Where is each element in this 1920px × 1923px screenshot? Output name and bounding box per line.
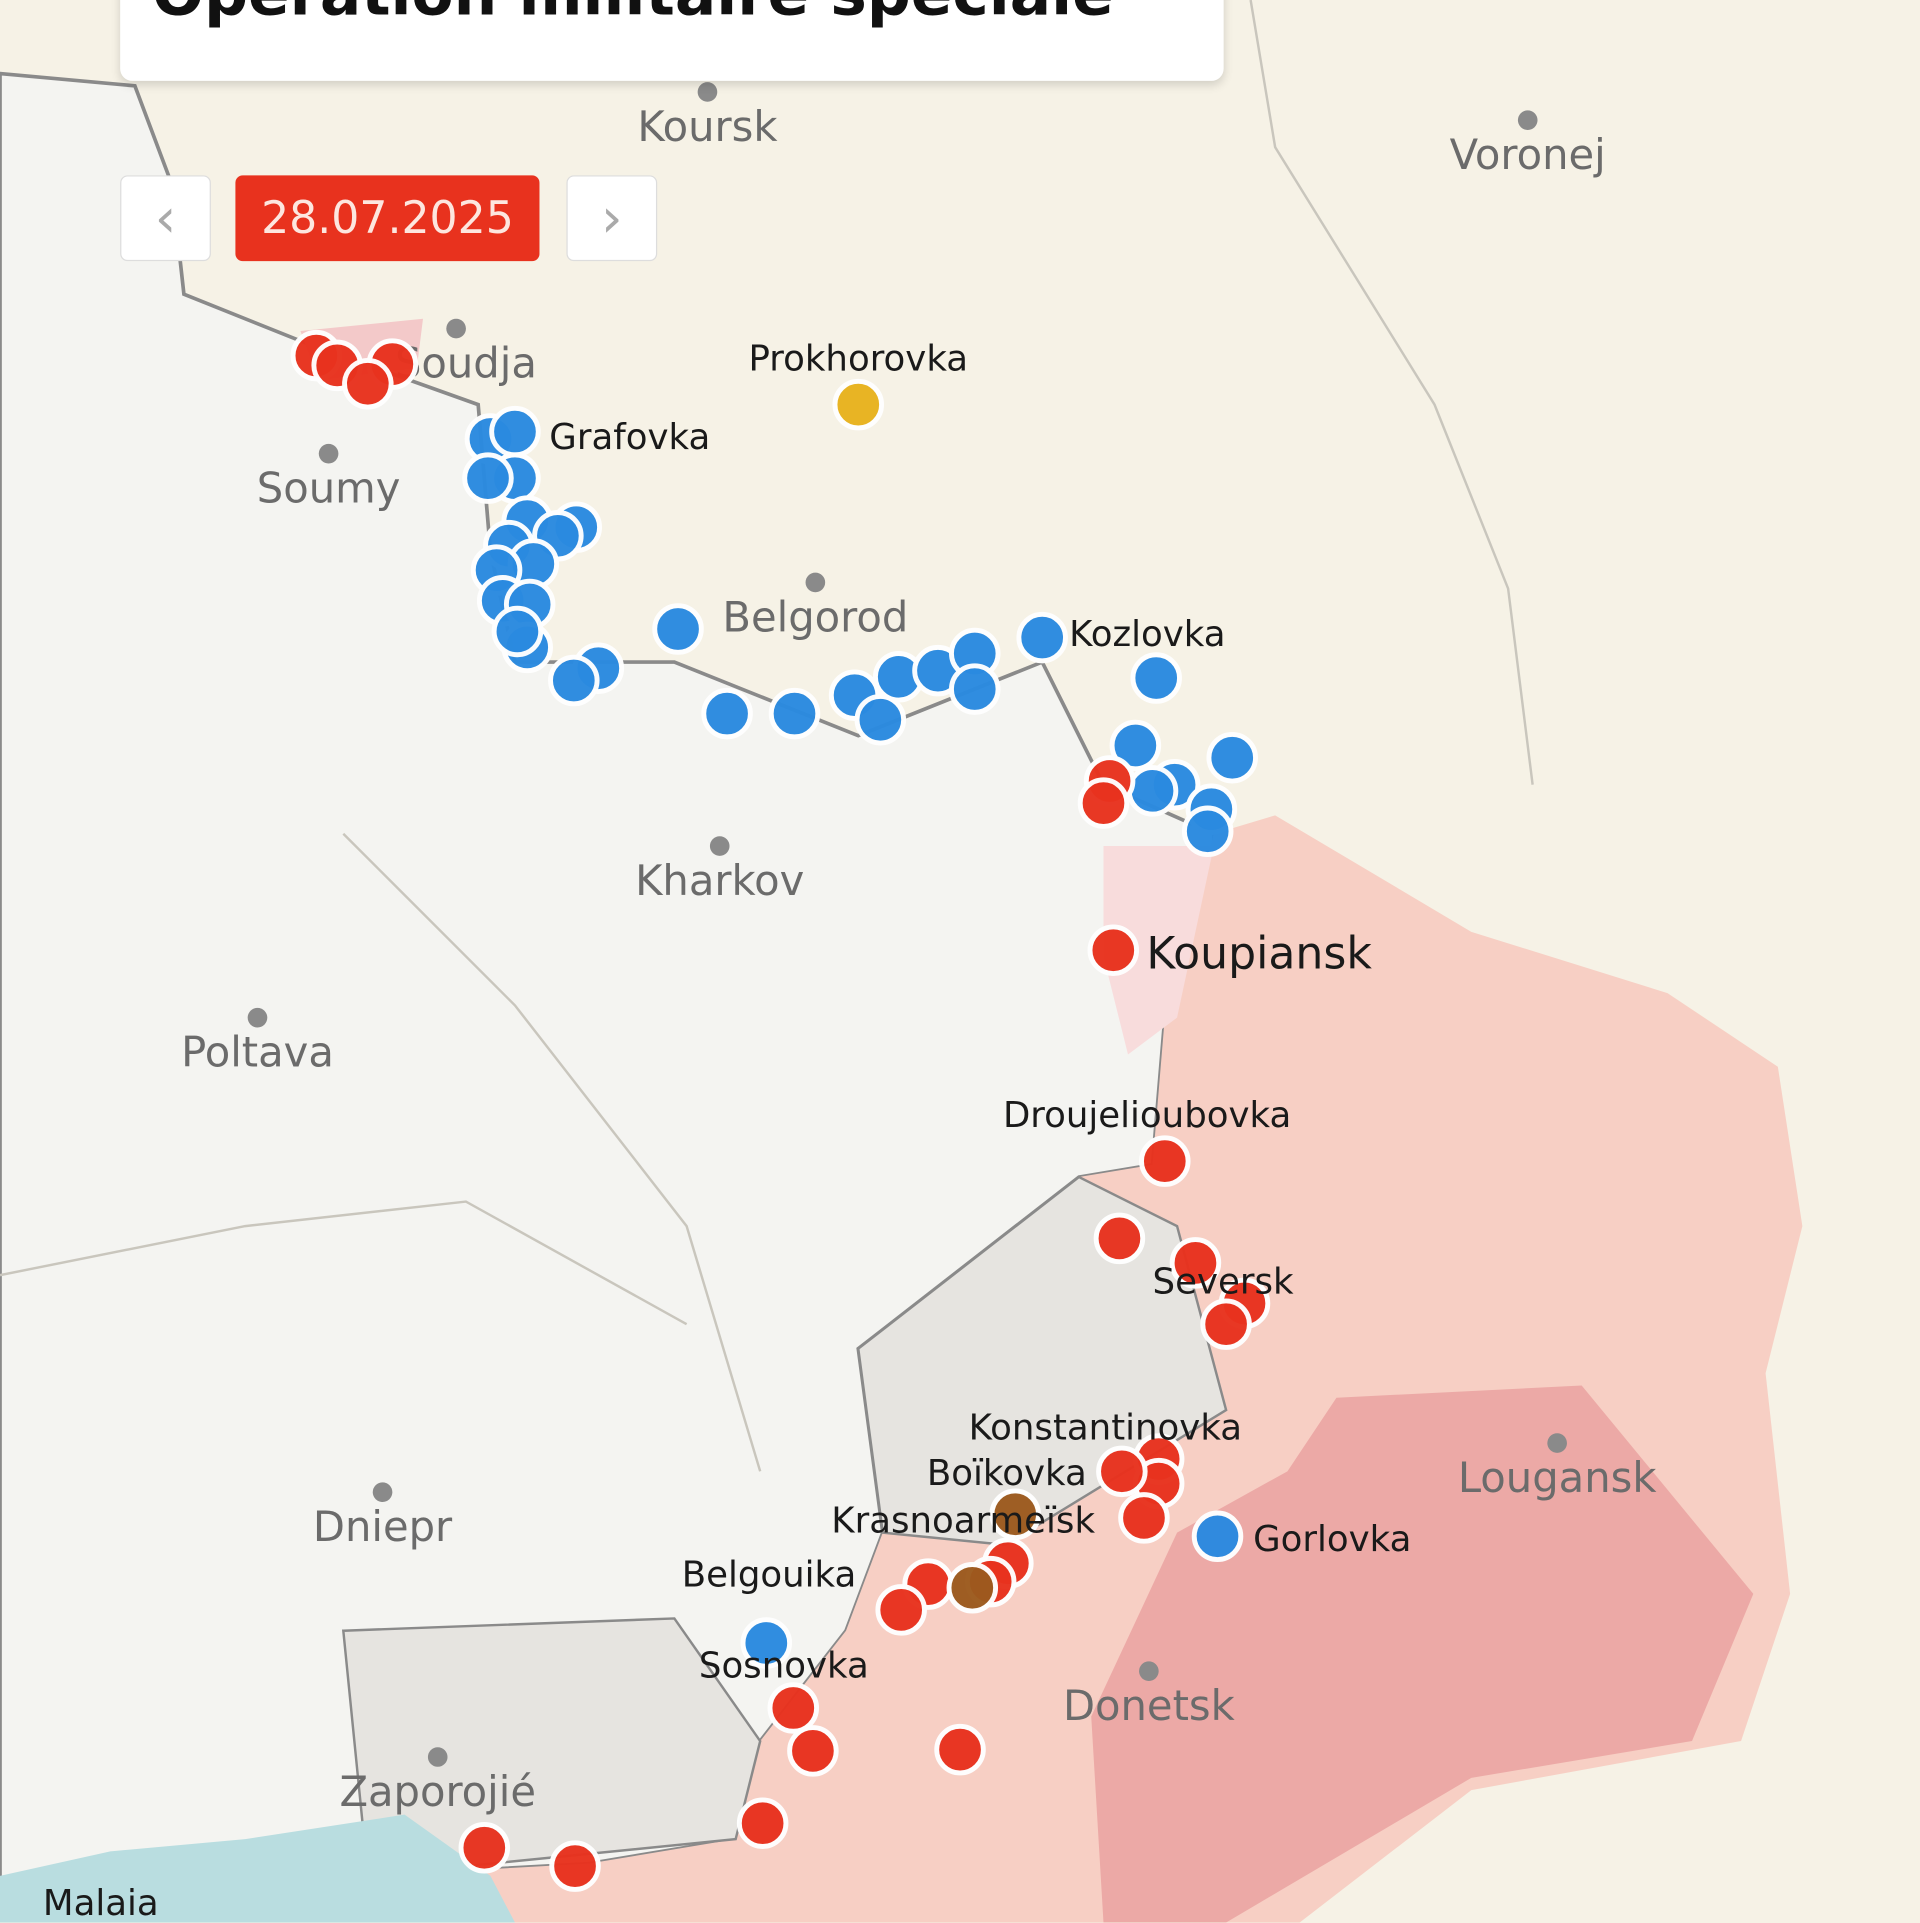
- ukrainian-strike-marker[interactable]: [1130, 652, 1182, 704]
- city-dot-icon: [318, 443, 339, 464]
- place-label: Sosnovka: [699, 1645, 869, 1686]
- ukrainian-strike-marker[interactable]: [1016, 611, 1068, 664]
- russian-strike-marker[interactable]: [1118, 1492, 1170, 1544]
- city-dot-icon: [697, 82, 718, 102]
- city-dot-icon: [1547, 1433, 1567, 1453]
- kharkiv-occupied-strip: [1103, 846, 1214, 1055]
- russian-strike-marker[interactable]: [342, 358, 394, 410]
- title-panel: Opération militaire spéciale: [120, 0, 1224, 81]
- ukrainian-strike-marker[interactable]: [1181, 805, 1234, 858]
- city-dot-icon: [446, 318, 466, 339]
- city-dot-icon: [1517, 110, 1538, 130]
- place-label: Gorlovka: [1253, 1519, 1411, 1560]
- ukrainian-strike-marker[interactable]: [1191, 1510, 1244, 1563]
- ukrainian-strike-marker[interactable]: [740, 1617, 793, 1669]
- city-label: Poltava: [181, 1028, 334, 1077]
- city-label: Soumy: [257, 464, 401, 513]
- city-dot-icon: [1139, 1661, 1159, 1681]
- russian-strike-marker[interactable]: [1169, 1237, 1222, 1289]
- dnieper-reservoir: [0, 1814, 515, 1923]
- russian-strike-marker[interactable]: [1093, 1212, 1146, 1265]
- city-label: Koursk: [637, 102, 778, 151]
- ukrainian-strike-marker[interactable]: [1126, 765, 1179, 817]
- russian-strike-marker[interactable]: [767, 1682, 820, 1734]
- place-label: Malaia: [43, 1883, 159, 1922]
- ukrainian-strike-marker[interactable]: [652, 603, 704, 655]
- ukrainian-strike-marker[interactable]: [768, 687, 821, 740]
- ukrainian-strike-marker[interactable]: [949, 663, 1001, 715]
- chevron-left-icon: ‹: [154, 186, 177, 250]
- russian-strike-marker[interactable]: [1087, 924, 1140, 976]
- place-label: Boïkovka: [927, 1453, 1087, 1494]
- next-date-button[interactable]: ›: [566, 175, 658, 262]
- city-dot-icon: [805, 572, 826, 593]
- place-label: Kozlovka: [1069, 614, 1225, 655]
- city-label: Soudja: [395, 339, 537, 388]
- city-label: Dniepr: [313, 1502, 453, 1551]
- russian-strike-marker[interactable]: [1077, 777, 1130, 829]
- city-label: Lougansk: [1458, 1453, 1658, 1502]
- place-label: Konstantinovka: [969, 1407, 1242, 1448]
- republics-area: [1091, 1385, 1754, 1923]
- ukrainian-strike-marker[interactable]: [1109, 719, 1162, 772]
- city-label: Zaporojié: [339, 1767, 536, 1816]
- chevron-right-icon: ›: [601, 186, 623, 250]
- russian-strike-marker[interactable]: [934, 1723, 986, 1776]
- russian-strike-marker[interactable]: [1200, 1298, 1252, 1350]
- brown-marker-marker[interactable]: [989, 1488, 1041, 1540]
- city-dot-icon: [427, 1747, 448, 1767]
- ukrainian-strike-marker[interactable]: [491, 605, 544, 658]
- city-dot-icon: [247, 1007, 268, 1028]
- prev-date-button[interactable]: ‹: [120, 175, 211, 262]
- ukrainian-strike-marker[interactable]: [701, 687, 753, 740]
- yellow-marker-marker[interactable]: [832, 378, 885, 431]
- place-label: Grafovka: [549, 417, 710, 458]
- russian-strike-marker[interactable]: [1096, 1445, 1148, 1498]
- russian-strike-marker[interactable]: [458, 1821, 511, 1874]
- place-label: Droujelioubovka: [1003, 1095, 1291, 1136]
- brown-marker-marker[interactable]: [946, 1562, 999, 1614]
- ukrainian-strike-marker[interactable]: [548, 654, 600, 707]
- city-label: Belgorod: [722, 592, 908, 641]
- russian-strike-marker[interactable]: [787, 1725, 839, 1777]
- ukrainian-strike-marker[interactable]: [1206, 731, 1258, 784]
- place-label: Koupiansk: [1146, 929, 1372, 980]
- russian-strike-marker[interactable]: [736, 1797, 789, 1849]
- place-label: Krasnoarmeïsk: [831, 1501, 1095, 1542]
- ukrainian-strike-marker[interactable]: [462, 452, 514, 504]
- city-label: Donetsk: [1063, 1681, 1236, 1730]
- city-label: Voronej: [1450, 130, 1606, 179]
- russian-strike-marker[interactable]: [875, 1584, 927, 1636]
- region-borders: [0, 0, 1534, 1472]
- place-label: Prokhorovka: [748, 338, 968, 379]
- russian-strike-marker[interactable]: [549, 1840, 601, 1892]
- date-display[interactable]: 28.07.2025: [235, 175, 540, 262]
- city-dot-icon: [372, 1482, 393, 1502]
- ukrainian-strike-marker[interactable]: [489, 405, 541, 458]
- map-title: Opération militaire spéciale: [152, 0, 1114, 29]
- place-label: Belgouika: [682, 1555, 857, 1596]
- place-label: Seversk: [1153, 1262, 1294, 1303]
- ukrainian-strike-marker[interactable]: [854, 693, 907, 746]
- russian-strike-marker[interactable]: [1139, 1135, 1191, 1187]
- city-label: Kharkov: [635, 856, 804, 905]
- city-dot-icon: [709, 836, 730, 856]
